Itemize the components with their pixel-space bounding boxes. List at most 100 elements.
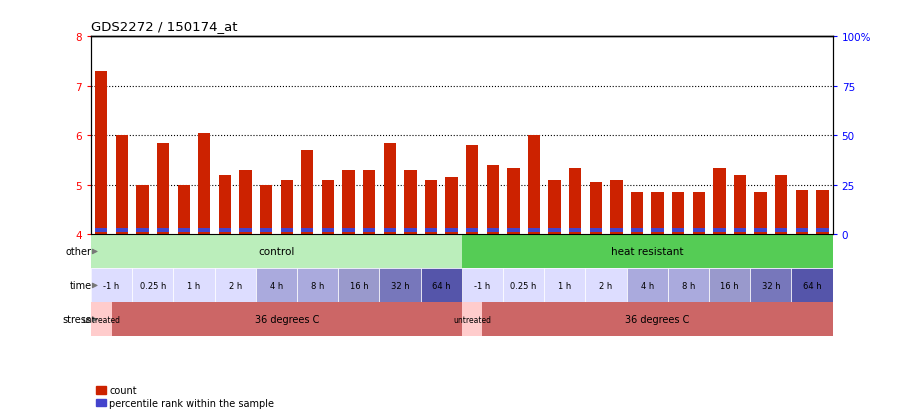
Bar [528,136,541,235]
Bar [239,228,252,233]
Text: untreated: untreated [82,315,120,324]
Bar [754,193,767,235]
Text: GDS2272 / 150174_at: GDS2272 / 150174_at [91,20,238,33]
Text: 1 h: 1 h [187,281,200,290]
Bar [96,72,107,235]
Bar [260,185,272,235]
Bar [466,146,479,235]
Bar [750,269,792,303]
Bar [383,228,396,233]
Text: other: other [66,247,91,257]
Bar [404,171,417,235]
Bar [569,168,581,235]
Bar [157,143,169,235]
Bar [198,228,210,233]
Bar [507,228,520,233]
Bar [713,228,725,233]
Bar [301,228,313,233]
Text: time: time [69,281,91,291]
Bar [775,176,787,235]
Bar [482,303,833,337]
Bar [652,193,663,235]
Bar [297,269,339,303]
Bar [91,269,132,303]
Text: 2 h: 2 h [600,281,612,290]
Bar [404,228,417,233]
Bar [672,193,684,235]
Bar [301,151,313,235]
Bar [503,269,544,303]
Bar [487,228,499,233]
Bar [177,228,190,233]
Bar [652,228,663,233]
Bar [96,228,107,233]
Text: 2 h: 2 h [228,281,242,290]
Text: 0.25 h: 0.25 h [511,281,537,290]
Bar [342,228,355,233]
Bar [363,171,375,235]
Bar [198,133,210,235]
Bar [549,228,561,233]
Text: -1 h: -1 h [474,281,490,290]
Text: 1 h: 1 h [558,281,571,290]
Bar [132,269,174,303]
Text: 8 h: 8 h [311,281,324,290]
Text: 4 h: 4 h [269,281,283,290]
Bar [544,269,585,303]
Bar [585,269,627,303]
Bar [91,235,461,269]
Bar [631,193,643,235]
Bar [792,269,833,303]
Bar [339,269,379,303]
Bar [610,228,622,233]
Bar [342,171,355,235]
Bar [693,228,705,233]
Bar [466,228,479,233]
Bar [379,269,420,303]
Bar [627,269,668,303]
Text: 16 h: 16 h [721,281,739,290]
Text: control: control [258,247,295,257]
Bar [528,228,541,233]
Bar [668,269,709,303]
Bar [174,269,215,303]
Bar [280,228,293,233]
Bar [215,269,256,303]
Text: 4 h: 4 h [641,281,654,290]
Text: 16 h: 16 h [349,281,369,290]
Bar [280,180,293,235]
Bar [461,269,503,303]
Bar [218,228,231,233]
Bar [136,228,148,233]
Bar [239,171,252,235]
Bar [709,269,750,303]
Bar [363,228,375,233]
Bar [816,190,828,235]
Bar [590,183,602,235]
Text: heat resistant: heat resistant [611,247,683,257]
Bar [157,228,169,233]
Text: 36 degrees C: 36 degrees C [625,315,690,325]
Bar [420,269,461,303]
Bar [256,269,297,303]
Bar [733,228,746,233]
Bar [91,303,112,337]
Bar [383,143,396,235]
Text: 8 h: 8 h [682,281,695,290]
Text: 32 h: 32 h [390,281,410,290]
Text: untreated: untreated [453,315,491,324]
Bar [795,190,808,235]
Bar [445,228,458,233]
Bar [713,168,725,235]
Bar [425,228,437,233]
Bar [322,228,334,233]
Bar [569,228,581,233]
Bar [461,235,833,269]
Bar [816,228,828,233]
Bar [461,303,482,337]
Bar [775,228,787,233]
Bar [445,178,458,235]
Bar [631,228,643,233]
Legend: count, percentile rank within the sample: count, percentile rank within the sample [96,385,275,408]
Bar [590,228,602,233]
